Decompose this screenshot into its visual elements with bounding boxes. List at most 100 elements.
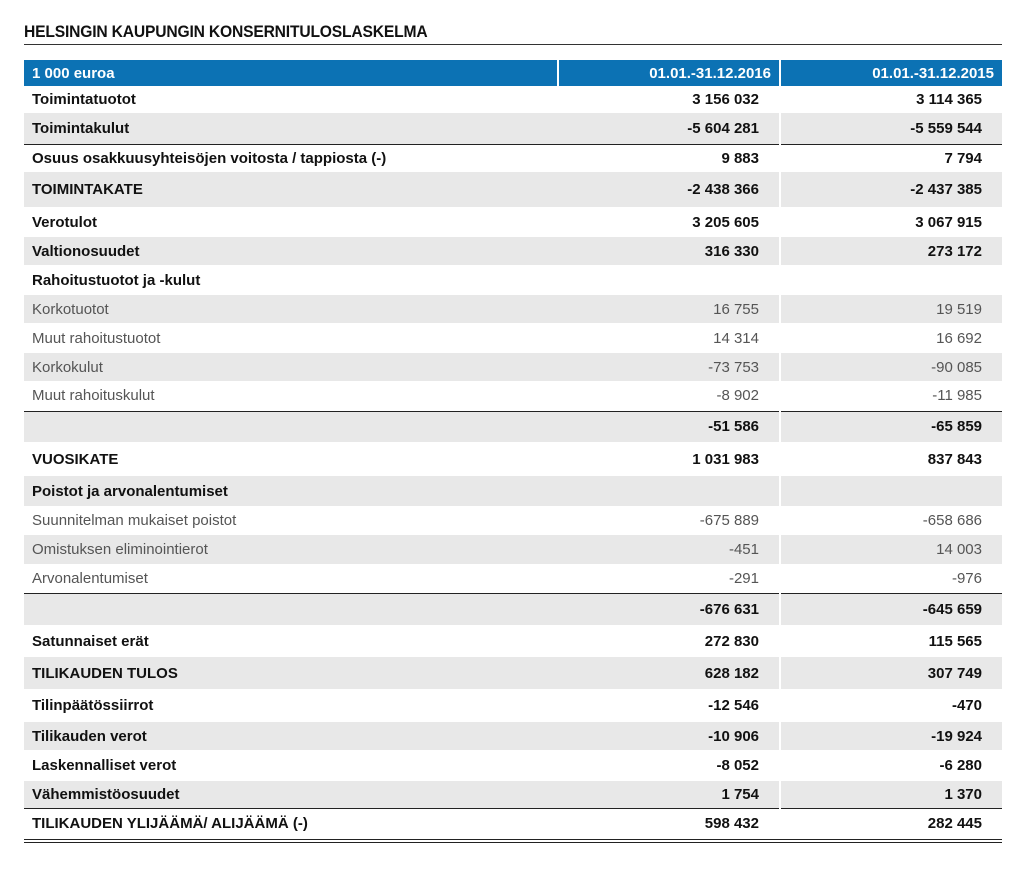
value-2016: 3 156 032: [558, 86, 781, 113]
row-label: Toimintatuotot: [32, 91, 136, 108]
row-label: Laskennalliset verot: [32, 757, 177, 774]
row-label: Poistot ja arvonalentumiset: [24, 476, 558, 506]
row-label: Korkotuotot: [24, 295, 558, 323]
header-row: 1 000 euroa 01.01.-31.12.2016 01.01.-31.…: [24, 60, 1002, 86]
value-2016: -291: [558, 564, 781, 593]
year-2016-header: 01.01.-31.12.2016: [558, 60, 781, 86]
table-row: Osuus osakkuusyhteisöjen voitosta / tapp…: [24, 143, 1002, 172]
value-2015: -19 924: [780, 722, 1002, 750]
row-label: Korkokulut: [24, 353, 558, 381]
value-2015: [780, 476, 1002, 506]
value-2015: -658 686: [922, 512, 982, 529]
value-2015: 115 565: [928, 632, 982, 650]
value-2015: 307 749: [780, 657, 1002, 689]
value-2016: 1 031 983: [558, 442, 781, 476]
row-label: Omistuksen eliminointierot: [24, 535, 558, 564]
value-2016: 3 205 605: [558, 207, 781, 237]
year-2015-header: 01.01.-31.12.2015: [780, 60, 1002, 86]
value-2016: -2 438 366: [558, 172, 781, 207]
value-2015: -65 859: [780, 410, 1002, 442]
value-2015: 837 843: [927, 450, 982, 468]
row-label: Toimintakulut: [24, 113, 558, 144]
value-2016: 316 330: [558, 237, 781, 265]
value-2016: -676 631: [558, 592, 781, 625]
table-row: -676 631 -645 659: [24, 592, 1002, 625]
value-2016: -5 604 281: [558, 113, 781, 144]
row-label: TILIKAUDEN YLIJÄÄMÄ/ ALIJÄÄMÄ (-): [24, 807, 558, 843]
value-2015: 3 114 365: [916, 91, 982, 108]
value-2016: [558, 265, 781, 295]
table-row: Tilinpäätössiirrot -12 546 -470: [24, 689, 1002, 722]
row-label: Osuus osakkuusyhteisöjen voitosta / tapp…: [24, 143, 558, 172]
row-label: Vähemmistöosuudet: [24, 781, 558, 808]
value-2015: 282 445: [780, 807, 1002, 843]
table-row: Muut rahoitustuotot 14 314 16 692: [24, 323, 1002, 353]
table-row: Laskennalliset verot -8 052 -6 280: [24, 750, 1002, 781]
table-row: Satunnaiset erät 272 830 115 565: [24, 625, 1002, 657]
row-label: Tilikauden verot: [24, 722, 558, 750]
value-2015: -6 280: [939, 757, 982, 774]
value-2016: [558, 476, 781, 506]
unit-header: 1 000 euroa: [24, 60, 559, 86]
row-label: Muut rahoituskulut: [32, 387, 155, 405]
row-label: Rahoitustuotot ja -kulut: [32, 271, 201, 289]
row-label: Tilinpäätössiirrot: [32, 697, 154, 714]
value-2015: 3 067 915: [915, 213, 982, 231]
income-statement-table: 1 000 euroa 01.01.-31.12.2016 01.01.-31.…: [24, 60, 1002, 843]
table-row: Tilikauden verot -10 906 -19 924: [24, 722, 1002, 750]
table-row: Vähemmistöosuudet 1 754 1 370: [24, 781, 1002, 808]
table-row: Toimintatuotot 3 156 032 3 114 365: [24, 86, 1002, 113]
row-label: Verotulot: [32, 213, 98, 231]
value-2015: -2 437 385: [780, 172, 1002, 207]
value-2015: 273 172: [780, 237, 1002, 265]
row-label: TILIKAUDEN TULOS: [24, 657, 558, 689]
value-2015: 1 370: [780, 781, 1002, 808]
value-2016: 598 432: [558, 807, 781, 843]
value-2016: -10 906: [558, 722, 781, 750]
table-row: Suunnitelman mukaiset poistot -675 889 -65…: [24, 506, 1002, 535]
table-row: Muut rahoituskulut -8 902 -11 985: [24, 381, 1002, 411]
row-label: TOIMINTAKATE: [24, 172, 558, 207]
value-2016: -8 052: [558, 750, 781, 781]
table-row: Arvonalentumiset -291 -976: [24, 564, 1002, 593]
table-row: TOIMINTAKATE -2 438 366 -2 437 385: [24, 172, 1002, 207]
row-label: Valtionosuudet: [24, 237, 558, 265]
value-2015: -90 085: [780, 353, 1002, 381]
row-label: Muut rahoitustuotot: [32, 329, 161, 347]
table-row: -51 586 -65 859: [24, 410, 1002, 442]
value-2015: -645 659: [780, 592, 1002, 625]
row-label: [24, 410, 558, 442]
value-2015: 16 692: [936, 329, 982, 347]
table-row: TILIKAUDEN TULOS 628 182 307 749: [24, 657, 1002, 689]
value-2016: -73 753: [558, 353, 781, 381]
value-2016: 272 830: [558, 625, 781, 657]
table-row: VUOSIKATE 1 031 983 837 843: [24, 442, 1002, 476]
value-2016: -12 546: [558, 689, 781, 722]
value-2016: 14 314: [558, 323, 781, 353]
value-2015: -976: [951, 569, 982, 587]
value-2015: [780, 265, 1002, 295]
row-label: Satunnaiset erät: [32, 632, 149, 650]
value-2015: -470: [951, 697, 982, 714]
row-label: Arvonalentumiset: [32, 569, 148, 587]
value-2015: 19 519: [780, 295, 1002, 323]
value-2015: -5 559 544: [780, 113, 1002, 144]
value-2016: -451: [558, 535, 781, 564]
value-2016: 1 754: [558, 781, 781, 808]
value-2016: 16 755: [558, 295, 781, 323]
report-title: HELSINGIN KAUPUNGIN KONSERNITULOSLASKELM…: [24, 22, 428, 41]
table-row: TILIKAUDEN YLIJÄÄMÄ/ ALIJÄÄMÄ (-) 598 432…: [24, 807, 1002, 843]
table-row: Rahoitustuotot ja -kulut: [24, 265, 1002, 295]
row-label: VUOSIKATE: [32, 450, 119, 468]
row-label: [24, 592, 558, 625]
table-row: Verotulot 3 205 605 3 067 915: [24, 207, 1002, 237]
row-label: Suunnitelman mukaiset poistot: [32, 512, 237, 529]
table-row: Korkotuotot 16 755 19 519: [24, 295, 1002, 323]
title-rule: [24, 44, 1002, 45]
value-2016: 628 182: [558, 657, 781, 689]
table-row: Poistot ja arvonalentumiset: [24, 476, 1002, 506]
value-2015: -11 985: [932, 387, 982, 405]
table-row: Valtionosuudet 316 330 273 172: [24, 237, 1002, 265]
table-row: Toimintakulut -5 604 281 -5 559 544: [24, 113, 1002, 144]
table-row: Omistuksen eliminointierot -451 14 003: [24, 535, 1002, 564]
